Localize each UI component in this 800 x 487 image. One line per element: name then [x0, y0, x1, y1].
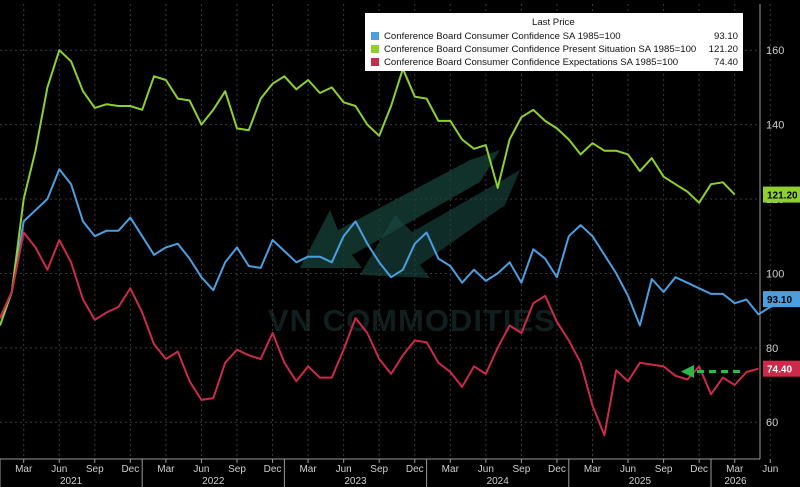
grid-lines: [0, 4, 771, 459]
x-tick-label: Mar: [157, 464, 175, 475]
x-tick-label: Dec: [406, 464, 424, 475]
x-tick-label: Dec: [121, 464, 139, 475]
x-tick-label: Sep: [228, 464, 246, 475]
x-tick-label: Sep: [370, 464, 388, 475]
x-tick-label: Mar: [726, 464, 744, 475]
x-year-label: 2024: [487, 476, 510, 487]
last-value-badges: 93.10 121.20 74.40: [763, 186, 800, 377]
x-tick-label: Jun: [620, 464, 636, 475]
x-tick-label: Sep: [86, 464, 104, 475]
x-tick-label: Dec: [264, 464, 282, 475]
last-value-badge-text: 74.40: [767, 365, 792, 376]
legend-swatch-expectations: [371, 58, 379, 66]
last-value-badge-text: 93.10: [767, 295, 792, 306]
legend-value-composite: 93.10: [714, 31, 738, 42]
legend-header: Last Price: [532, 17, 575, 28]
x-tick-label: Dec: [690, 464, 708, 475]
x-year-label: 2023: [344, 476, 367, 487]
annotation-arrow: [681, 365, 740, 378]
x-tick-label: Sep: [655, 464, 673, 475]
legend: Last Price Conference Board Consumer Con…: [365, 13, 743, 71]
last-value-badge-text: 121.20: [767, 191, 798, 202]
watermark: VN COMMODITIES: [268, 150, 556, 338]
arrow-left-icon: [681, 365, 694, 378]
watermark-arrow-icon: [300, 150, 500, 268]
series-lines: [0, 49, 800, 437]
watermark-text: VN COMMODITIES: [268, 303, 556, 338]
y-tick-label: 100: [766, 268, 784, 280]
x-tick-label: Sep: [513, 464, 531, 475]
x-year-label: 2026: [724, 476, 747, 487]
series-line-composite: [0, 168, 800, 327]
legend-swatch-composite: [371, 32, 379, 40]
y-tick-label: 160: [766, 45, 784, 57]
last-value-badge: [763, 186, 800, 203]
legend-box: [365, 13, 743, 71]
x-tick-label: Jun: [336, 464, 352, 475]
y-tick-label: 140: [766, 120, 784, 132]
legend-value-expectations: 74.40: [714, 57, 738, 68]
x-tick-label: Mar: [299, 464, 317, 475]
series-line-expectations: [0, 231, 759, 437]
legend-value-present: 121.20: [709, 44, 738, 55]
last-value-badge: [763, 360, 800, 377]
last-value-badge: [763, 291, 800, 308]
x-tick-label: Jun: [51, 464, 67, 475]
x-year-label: 2021: [60, 476, 83, 487]
x-tick-label: Jun: [762, 464, 778, 475]
x-tick-label: Jun: [193, 464, 209, 475]
legend-label-expectations: Conference Board Consumer Confidence Exp…: [384, 57, 678, 68]
axes: 6080100120140160MarJunSepDecMarJunSepDec…: [0, 4, 784, 487]
x-year-label: 2025: [629, 476, 652, 487]
legend-label-composite: Conference Board Consumer Confidence SA …: [384, 31, 621, 42]
legend-label-present: Conference Board Consumer Confidence Pre…: [384, 44, 696, 55]
legend-swatch-present: [371, 45, 379, 53]
x-tick-label: Mar: [15, 464, 33, 475]
series-line-present-situation: [0, 49, 736, 326]
x-tick-label: Mar: [584, 464, 602, 475]
x-year-label: 2022: [202, 476, 225, 487]
x-tick-label: Dec: [548, 464, 566, 475]
x-tick-label: Mar: [442, 464, 460, 475]
y-tick-label: 60: [766, 417, 778, 429]
watermark-arrow-icon: [360, 170, 520, 278]
x-tick-label: Jun: [478, 464, 494, 475]
y-tick-label: 80: [766, 343, 778, 355]
